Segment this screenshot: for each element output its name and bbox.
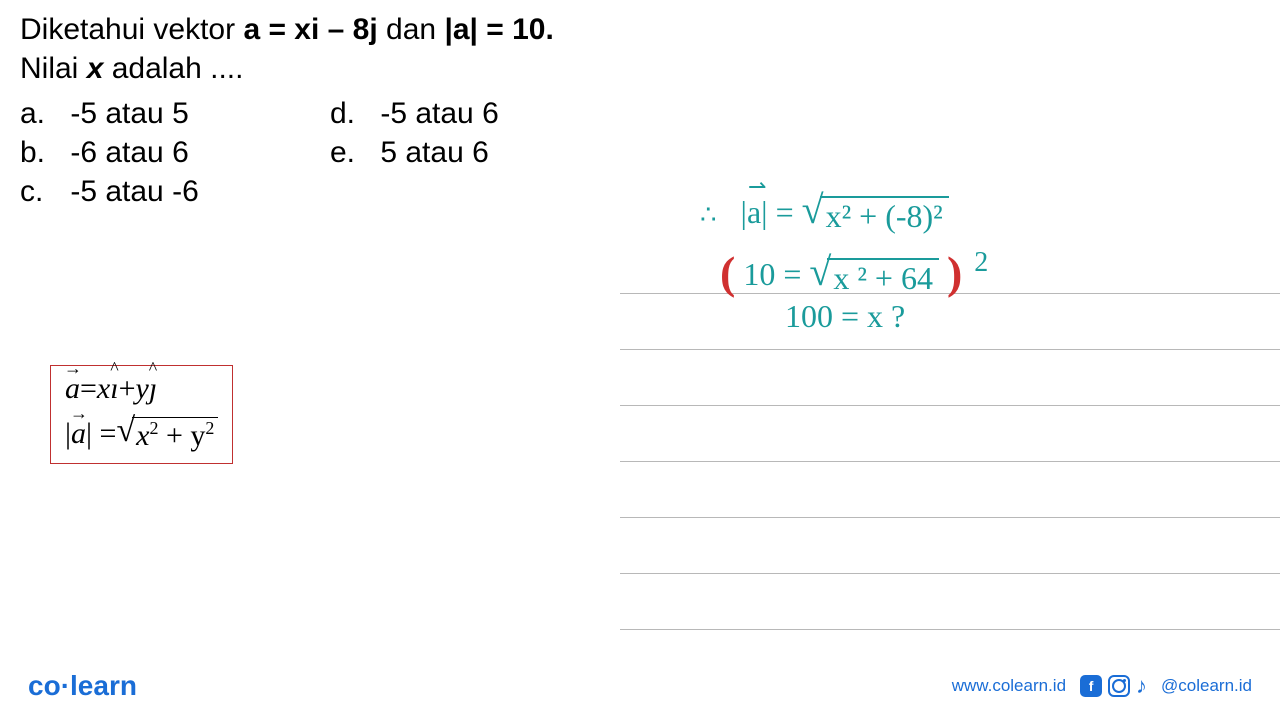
footer-handle: @colearn.id xyxy=(1161,676,1252,696)
nb-line xyxy=(620,406,1280,462)
footer: co·learn www.colearn.id f ♪ @colearn.id xyxy=(0,670,1280,702)
nb-line xyxy=(620,518,1280,574)
vector-a-2: a xyxy=(71,417,86,451)
formula-line-1: a = xı + yȷ xyxy=(65,372,218,406)
formula-line-2: |a| = √ x2 + y2 xyxy=(65,414,218,453)
nb-line xyxy=(620,462,1280,518)
option-a: a. -5 atau 5 xyxy=(20,94,330,133)
handwriting-line-3: 100 = x ? xyxy=(785,298,905,335)
facebook-icon: f xyxy=(1080,675,1102,697)
j-hat: ȷ xyxy=(149,372,157,406)
q2-x: x xyxy=(87,52,104,85)
option-row-1: a. -5 atau 5 d. -5 atau 6 xyxy=(20,94,630,133)
tiktok-icon: ♪ xyxy=(1136,673,1147,699)
notebook-lines xyxy=(620,238,1280,660)
nb-line xyxy=(620,294,1280,350)
hw-sqrt-1: √ x² + (-8)² xyxy=(802,192,949,235)
handwriting-line-1: ∴ |a| = √ x² + (-8)² xyxy=(700,192,949,235)
social-icons: f ♪ xyxy=(1080,673,1147,699)
question-line-2: Nilai x adalah .... xyxy=(20,49,630,88)
option-e: e. 5 atau 6 xyxy=(330,133,630,172)
sqrt-icon: √ x2 + y2 xyxy=(116,414,218,453)
q1-mid: dan xyxy=(378,13,445,46)
option-b: b. -6 atau 6 xyxy=(20,133,330,172)
right-paren: ) xyxy=(947,247,962,298)
handwriting-line-2: ( 10 = √ x ² + 64 ) 2 xyxy=(720,243,984,297)
left-paren: ( xyxy=(720,247,735,298)
option-row-3: c. -5 atau -6 xyxy=(20,172,630,211)
instagram-icon xyxy=(1108,675,1130,697)
option-row-2: b. -6 atau 6 e. 5 atau 6 xyxy=(20,133,630,172)
vector-a: a xyxy=(65,372,80,406)
nb-line xyxy=(620,350,1280,406)
exponent-2: 2 xyxy=(974,247,988,278)
therefore-icon: ∴ xyxy=(700,200,715,229)
footer-url: www.colearn.id xyxy=(952,676,1066,696)
colearn-logo: co·learn xyxy=(28,670,137,702)
option-c: c. -5 atau -6 xyxy=(20,172,330,211)
hw-vector-a: a xyxy=(747,194,761,231)
question-block: Diketahui vektor a = xi – 8j dan |a| = 1… xyxy=(20,10,630,211)
footer-right: www.colearn.id f ♪ @colearn.id xyxy=(952,673,1252,699)
q2-pre: Nilai xyxy=(20,52,87,85)
i-hat: ı xyxy=(110,372,118,406)
hw-sqrt-2: √ x ² + 64 xyxy=(809,254,939,297)
question-line-1: Diketahui vektor a = xi – 8j dan |a| = 1… xyxy=(20,10,630,49)
q2-post: adalah .... xyxy=(103,52,243,85)
q1-bold: a = xi – 8j xyxy=(243,13,377,46)
q1-pre: Diketahui vektor xyxy=(20,13,243,46)
formula-box: a = xı + yȷ |a| = √ x2 + y2 xyxy=(50,365,233,464)
nb-line xyxy=(620,574,1280,630)
option-d: d. -5 atau 6 xyxy=(330,94,630,133)
q1-bold2: |a| = 10. xyxy=(444,13,553,46)
options: a. -5 atau 5 d. -5 atau 6 b. -6 atau 6 e… xyxy=(20,94,630,211)
